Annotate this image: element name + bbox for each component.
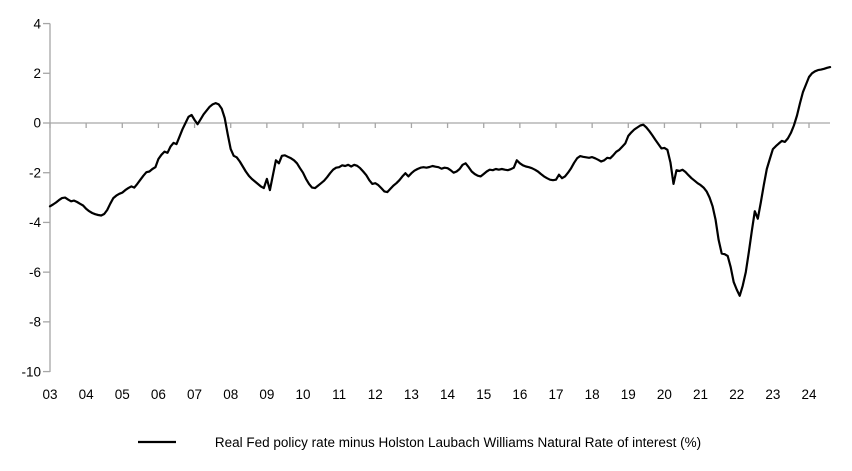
- y-tick-label: 4: [33, 16, 41, 31]
- y-tick-label: 2: [33, 66, 41, 81]
- x-tick-label: 21: [693, 387, 708, 402]
- x-tick-label: 03: [42, 387, 57, 402]
- x-tick-label: 15: [476, 387, 491, 402]
- x-tick-label: 20: [657, 387, 672, 402]
- x-tick-label: 18: [585, 387, 600, 402]
- x-tick-label: 13: [404, 387, 419, 402]
- x-axis-labels: 03 04 05 06 07 08 09 10 11 12 13 14 15 16 17 18 19 20 21 22…: [42, 387, 817, 402]
- x-tick-label: 19: [621, 387, 636, 402]
- y-axis-labels: 4 2 0 -2 -4 -6 -8 -10: [21, 16, 41, 379]
- x-tick-label: 22: [729, 387, 744, 402]
- legend: Real Fed policy rate minus Holston Lauba…: [138, 435, 701, 450]
- y-tick-label: -2: [29, 165, 41, 180]
- x-axis-ticks: [49, 123, 810, 128]
- y-tick-label: -8: [29, 315, 41, 330]
- x-tick-label: 09: [259, 387, 274, 402]
- legend-label: Real Fed policy rate minus Holston Lauba…: [215, 435, 701, 450]
- x-tick-label: 17: [548, 387, 563, 402]
- x-tick-label: 24: [801, 387, 817, 402]
- x-tick-label: 11: [332, 387, 346, 402]
- data-line-real-fed-policy-rate: [48, 65, 832, 297]
- y-tick-label: -4: [29, 215, 41, 230]
- x-tick-label: 05: [115, 387, 130, 402]
- x-tick-label: 16: [512, 387, 527, 402]
- y-tick-label: -6: [29, 265, 41, 280]
- x-tick-label: 10: [295, 387, 310, 402]
- y-tick-label: 0: [33, 116, 41, 131]
- x-tick-label: 08: [223, 387, 238, 402]
- x-tick-label: 12: [368, 387, 383, 402]
- y-tick-label: -10: [21, 364, 41, 379]
- x-tick-label: 04: [79, 387, 95, 402]
- x-tick-label: 23: [765, 387, 780, 402]
- y-axis-ticks: [43, 22, 50, 373]
- x-tick-label: 14: [440, 387, 456, 402]
- x-tick-label: 06: [151, 387, 166, 402]
- x-tick-label: 07: [187, 387, 202, 402]
